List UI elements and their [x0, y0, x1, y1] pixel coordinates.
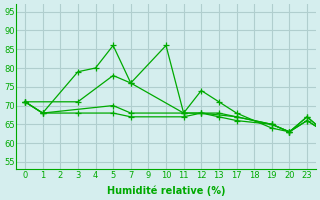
X-axis label: Humidité relative (%): Humidité relative (%) — [107, 185, 225, 196]
